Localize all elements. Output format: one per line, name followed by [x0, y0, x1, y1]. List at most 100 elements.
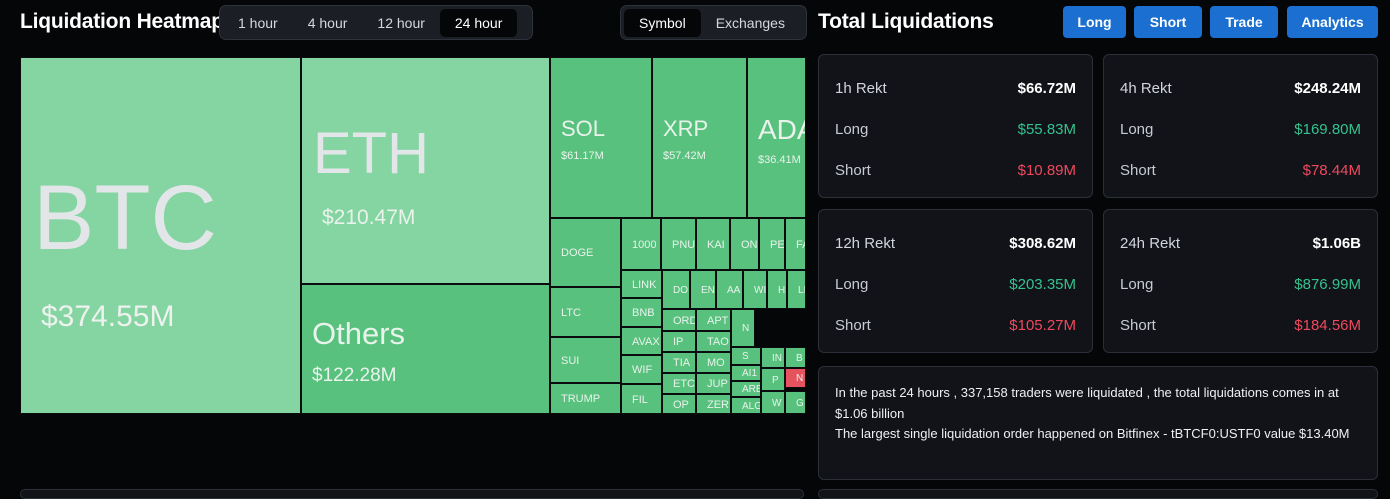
- tile-ada[interactable]: ADA $36.41M: [747, 57, 806, 218]
- tile-hi[interactable]: HI: [767, 270, 787, 309]
- tile-symbol: WIF: [632, 364, 653, 376]
- bottom-panel-left: [20, 489, 804, 499]
- card-total: $66.72M: [1017, 80, 1076, 97]
- tile-value: $61.17M: [561, 150, 604, 162]
- short-label: Short: [1120, 317, 1156, 334]
- long-value: $169.80M: [1294, 121, 1361, 138]
- tile-btc[interactable]: BTC $374.55M: [20, 57, 301, 414]
- tile-sol[interactable]: SOL $61.17M: [550, 57, 652, 218]
- tile-symbol: BNB: [632, 307, 655, 319]
- tile-symbol: LI: [798, 284, 806, 296]
- card-total: $248.24M: [1294, 80, 1361, 97]
- card-1h-rekt: 1h Rekt $66.72M Long $55.83M Short $10.89M: [818, 54, 1093, 198]
- tile-symbol: AA: [727, 284, 741, 296]
- tile-symbol: ETH: [313, 121, 429, 186]
- analytics-button[interactable]: Analytics: [1287, 6, 1378, 38]
- tile-n[interactable]: N: [785, 368, 806, 388]
- tile-li[interactable]: LI: [787, 270, 806, 309]
- tile-jup[interactable]: JUP: [696, 373, 731, 394]
- tile-eth[interactable]: ETH $210.47M: [301, 57, 550, 284]
- tile-aa[interactable]: AA: [716, 270, 743, 309]
- tile-symbol: JUP: [707, 378, 728, 390]
- tile-apt[interactable]: APT: [696, 309, 731, 331]
- tile-wif[interactable]: WIF: [621, 355, 662, 384]
- time-option-24h[interactable]: 24 hour: [439, 8, 518, 37]
- tile-s[interactable]: S: [731, 347, 761, 365]
- tile-xrp[interactable]: XRP $57.42M: [652, 57, 747, 218]
- tile-in[interactable]: IN: [761, 347, 785, 368]
- tile-wi[interactable]: WI: [743, 270, 767, 309]
- group-option-symbol[interactable]: Symbol: [624, 8, 701, 37]
- tile-sui[interactable]: SUI: [550, 337, 621, 383]
- tile-symbol: KAI: [707, 238, 725, 251]
- tile-alg[interactable]: ALG: [731, 397, 761, 414]
- tile-1000[interactable]: 1000: [621, 218, 661, 270]
- tile-pe[interactable]: PE: [759, 218, 785, 270]
- tile-ltc[interactable]: LTC: [550, 287, 621, 337]
- tile-tia[interactable]: TIA: [662, 352, 696, 373]
- tile-ip[interactable]: IP: [662, 331, 696, 352]
- short-label: Short: [1120, 162, 1156, 179]
- long-label: Long: [1120, 121, 1154, 138]
- tile-avax[interactable]: AVAX: [621, 327, 662, 355]
- trade-button[interactable]: Trade: [1210, 6, 1278, 38]
- tile-symbol: G: [796, 397, 804, 409]
- card-4h-rekt: 4h Rekt $248.24M Long $169.80M Short $78.44…: [1103, 54, 1378, 198]
- tile-p[interactable]: P: [761, 368, 785, 391]
- group-option-exchanges[interactable]: Exchanges: [715, 14, 785, 31]
- time-range-selector: 1 hour 4 hour 12 hour 24 hour: [219, 5, 533, 40]
- card-24h-rekt: 24h Rekt $1.06B Long $876.99M Short $184.56…: [1103, 209, 1378, 353]
- heatmap-title: Liquidation Heatmap: [20, 10, 224, 33]
- tile-zer[interactable]: ZER: [696, 394, 731, 414]
- tile-kai[interactable]: KAI: [696, 218, 730, 270]
- tile-n[interactable]: N: [731, 309, 755, 347]
- tile-doge[interactable]: DOGE: [550, 218, 621, 287]
- tile-symbol: MO: [707, 357, 725, 369]
- tile-w[interactable]: W: [761, 391, 785, 414]
- tile-symbol: AVAX: [632, 335, 660, 348]
- tile-on[interactable]: ON: [730, 218, 759, 270]
- card-label: 12h Rekt: [835, 235, 896, 252]
- tile-symbol: TRUMP: [561, 393, 601, 405]
- long-label: Long: [835, 276, 869, 293]
- tile-ai1[interactable]: AI1: [731, 365, 761, 381]
- tile-link[interactable]: LINK: [621, 270, 662, 298]
- tile-symbol: ARB: [742, 384, 761, 395]
- tile-mo[interactable]: MO: [696, 352, 731, 373]
- tile-symbol: ALG: [742, 400, 761, 412]
- tile-symbol: OP: [673, 398, 689, 411]
- tile-tao[interactable]: TAO: [696, 331, 731, 352]
- tile-bnb[interactable]: BNB: [621, 298, 662, 327]
- long-label: Long: [1120, 276, 1154, 293]
- time-option-4h[interactable]: 4 hour: [307, 14, 348, 31]
- tile-trump[interactable]: TRUMP: [550, 383, 621, 414]
- tile-arb[interactable]: ARB: [731, 381, 761, 397]
- tile-do[interactable]: DO: [662, 270, 690, 309]
- tile-symbol: LTC: [561, 306, 581, 319]
- tile-value: $374.55M: [41, 300, 175, 333]
- tile-pnu[interactable]: PNU: [661, 218, 696, 270]
- long-value: $55.83M: [1017, 121, 1076, 138]
- tile-ord[interactable]: ORD: [662, 309, 696, 331]
- time-option-1h[interactable]: 1 hour: [238, 14, 278, 31]
- time-option-12h[interactable]: 12 hour: [377, 14, 425, 31]
- long-label: Long: [835, 121, 869, 138]
- card-label: 24h Rekt: [1120, 235, 1181, 252]
- tile-g[interactable]: G: [785, 391, 806, 414]
- long-value: $203.35M: [1009, 276, 1076, 293]
- tile-fil[interactable]: FIL: [621, 384, 662, 414]
- short-button[interactable]: Short: [1134, 6, 1202, 38]
- tile-etc[interactable]: ETC: [662, 373, 696, 394]
- tile-symbol: EN: [701, 284, 715, 296]
- tile-symbol: DO: [673, 284, 688, 296]
- tile-others[interactable]: Others $122.28M: [301, 284, 550, 414]
- tile-symbol: W: [772, 397, 782, 409]
- card-label: 4h Rekt: [1120, 80, 1172, 97]
- tile-b[interactable]: B: [785, 347, 806, 368]
- long-button[interactable]: Long: [1063, 6, 1126, 38]
- tile-en[interactable]: EN: [690, 270, 716, 309]
- tile-fa[interactable]: FA: [785, 218, 806, 270]
- tile-op[interactable]: OP: [662, 394, 696, 414]
- tile-symbol: TAO: [707, 336, 729, 348]
- tile-symbol: FA: [796, 238, 805, 251]
